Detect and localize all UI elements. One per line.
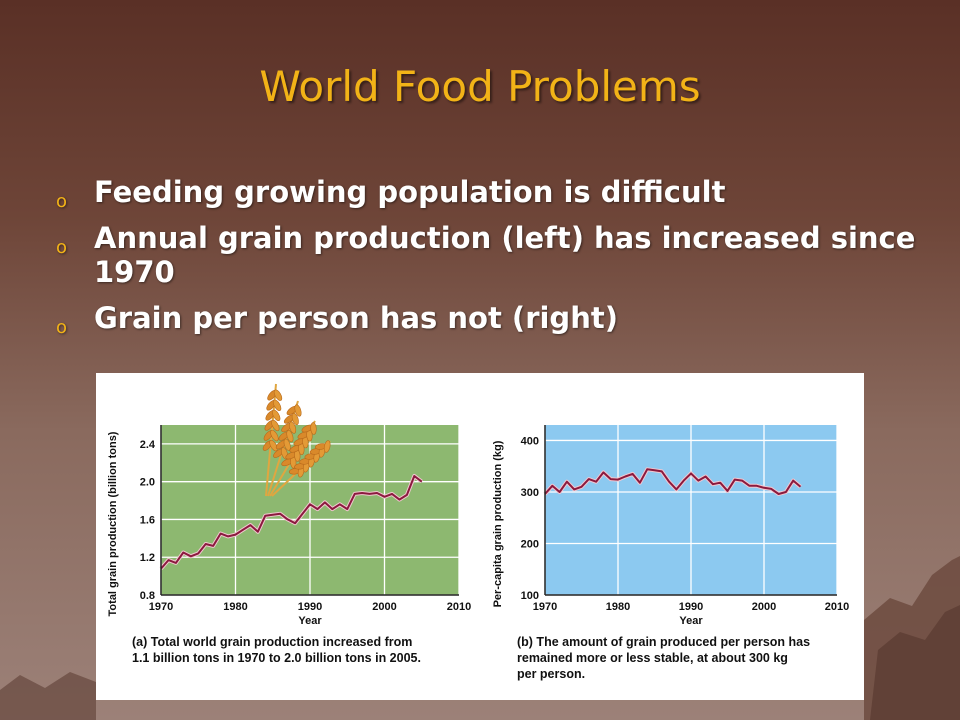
bullet-text: Annual grain production (left) has incre… <box>94 221 916 289</box>
y-tick-label: 200 <box>521 538 539 550</box>
wheat-grain <box>269 439 278 452</box>
wheat-grain <box>271 419 280 432</box>
x-tick-label: 2000 <box>752 601 776 613</box>
wheat-grain <box>286 430 294 443</box>
chart-caption: per person. <box>517 667 585 681</box>
bullet-marker: o <box>56 191 68 212</box>
bullet-marker: o <box>56 317 68 338</box>
x-tick-label: 2010 <box>825 601 849 613</box>
wheat-grain <box>270 429 279 442</box>
x-tick-label: 1980 <box>606 601 630 613</box>
slide-title: World Food Problems <box>259 62 701 111</box>
x-tick-label: 1970 <box>533 601 557 613</box>
y-tick-label: 400 <box>521 435 539 447</box>
bullet-list: o Feeding growing population is difficult… <box>56 175 936 347</box>
y-axis-label: Total grain production (billion tons) <box>107 431 119 616</box>
x-tick-label: 2010 <box>447 601 471 613</box>
wheat-grain <box>310 422 317 435</box>
x-tick-label: 2000 <box>372 601 396 613</box>
series-line <box>544 468 802 495</box>
chart-caption: remained more or less stable, at about 3… <box>517 651 788 665</box>
x-tick-label: 1970 <box>149 601 173 613</box>
wheat-grain <box>283 438 291 451</box>
wheat-icon <box>262 383 331 497</box>
y-tick-label: 0.8 <box>140 590 155 602</box>
chart-caption: 1.1 billion tons in 1970 to 2.0 billion … <box>132 651 421 665</box>
figure-panel: 0.8 1.2 1.6 2.0 2.4 1970 1980 1990 2000 2010 Year T… <box>96 373 864 700</box>
wheat-grain <box>272 399 282 411</box>
x-tick-label: 1980 <box>223 601 247 613</box>
x-tick-label: 1990 <box>679 601 703 613</box>
y-tick-label: 100 <box>521 590 539 602</box>
series-line <box>160 475 423 570</box>
y-tick-label: 2.0 <box>140 477 155 489</box>
bullet-marker: o <box>56 237 68 258</box>
wheat-grain <box>272 409 281 422</box>
y-tick-label: 1.2 <box>140 552 155 564</box>
chart-caption: (b) The amount of grain produced per per… <box>517 635 810 649</box>
charts-figure: 0.8 1.2 1.6 2.0 2.4 1970 1980 1990 2000 2010 Year T… <box>107 383 849 681</box>
bullet-text: Feeding growing population is difficult <box>94 175 726 209</box>
bullet-text: Grain per person has not (right) <box>94 301 618 335</box>
y-axis-label: Per-capita grain production (kg) <box>492 440 504 607</box>
chart-caption: (a) Total world grain production increas… <box>132 635 412 649</box>
wheat-grain <box>289 421 297 434</box>
wheat-grain <box>291 412 299 426</box>
bullet-item: o Feeding growing population is difficult <box>56 175 936 212</box>
wheat-grain <box>273 389 283 401</box>
bullet-item: o Annual grain production (left) has incr… <box>56 221 936 289</box>
x-tick-label: 1990 <box>298 601 322 613</box>
y-tick-label: 2.4 <box>140 439 156 451</box>
wheat-grain <box>323 440 331 453</box>
wheat-grain <box>294 404 302 417</box>
y-tick-label: 1.6 <box>140 514 155 526</box>
x-axis-label: Year <box>679 615 703 627</box>
x-axis-label: Year <box>298 615 322 627</box>
y-tick-label: 300 <box>521 487 539 499</box>
bullet-item: o Grain per person has not (right) <box>56 301 936 338</box>
